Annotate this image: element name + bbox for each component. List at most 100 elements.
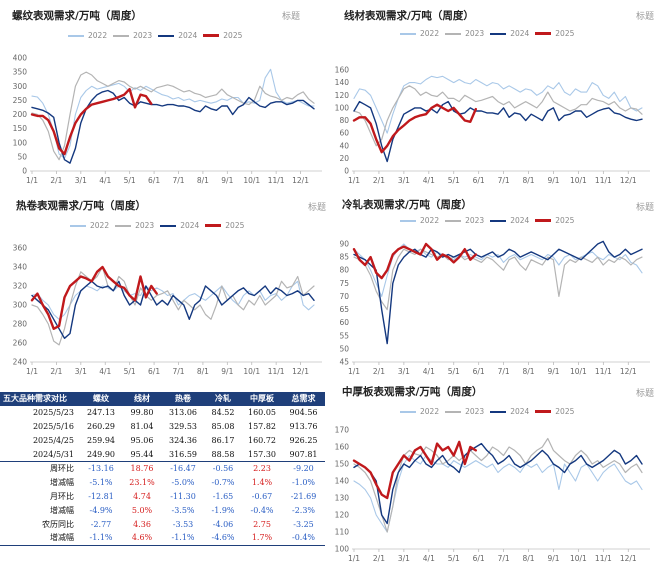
y-tick-label: 170 — [335, 426, 350, 435]
y-tick-label: 0 — [344, 167, 349, 176]
y-tick-label: 80 — [339, 116, 349, 125]
x-tick-label: 9/1 — [547, 554, 559, 563]
table-cell: -16.47 — [162, 460, 204, 476]
y-tick-label: 300 — [13, 301, 28, 310]
legend-label: 2023 — [465, 216, 485, 225]
table-cell: -2.77 — [90, 519, 112, 529]
x-tick-label: 9/1 — [221, 367, 233, 376]
x-tick-label: 10/1 — [570, 554, 587, 563]
table-row: 2024/5/31 249.90 95.44 316.59 88.58 157.30 907… — [0, 447, 325, 461]
table-cell: -0.4% — [282, 530, 325, 546]
table-cell: -4.9% — [89, 505, 113, 515]
x-tick-label: 1/1 — [26, 176, 38, 185]
hrc-chart-panel: 热卷表观需求/万吨（周度） 标题 2022 2023 2024 2025 240 260… — [0, 192, 330, 384]
x-tick-label: 3/1 — [75, 176, 87, 185]
legend-item-2024: 2024 — [490, 216, 529, 225]
table-cell: -0.4% — [250, 505, 274, 515]
series-line-2025 — [352, 103, 477, 154]
y-tick-label: 160 — [335, 66, 350, 75]
legend-label: 2025 — [223, 31, 243, 40]
legend-item-2025: 2025 — [535, 29, 574, 38]
x-tick-label: 7/1 — [498, 176, 510, 185]
series-line-2024 — [31, 280, 315, 339]
y-tick-label: 400 — [13, 54, 28, 63]
table-row: 增减幅 -1.1% 4.6% -1.1% -4.6% 1.7% -0.4% — [0, 530, 325, 546]
table-cell: 907.81 — [289, 449, 318, 459]
series-line-2025 — [352, 242, 477, 280]
table-row: 月环比 -12.81 4.74 -11.30 -1.65 -0.67 -21.69 — [0, 490, 325, 504]
legend-label: 2023 — [135, 221, 155, 230]
legend-swatch — [535, 219, 552, 222]
series-line-2022 — [353, 75, 643, 134]
chart-watermark: 标题 — [636, 389, 655, 399]
chart-watermark: 标题 — [282, 12, 301, 22]
table-cell: 249.90 — [87, 449, 115, 459]
legend-swatch — [68, 34, 84, 37]
table-cell: 160.72 — [248, 435, 276, 445]
rebar-chart: 0 50 100 150 200 250 300 350 400 1/1 2/1 3/1 4/1 5/1 6… — [13, 54, 322, 185]
y-tick-label: 100 — [335, 545, 350, 554]
x-tick-label: 10/1 — [243, 176, 260, 185]
legend-item-2025: 2025 — [535, 407, 574, 416]
legend-item-2024: 2024 — [160, 221, 199, 230]
wire-chart: 0 20 40 60 80 100 120 140 160 1/1 2/1 3/1 4/1 5/1 6/1 7… — [335, 66, 650, 185]
table-row: 周环比 -13.16 18.76 -16.47 -0.56 2.23 -9.20 — [0, 460, 325, 476]
x-tick-label: 3/1 — [75, 367, 87, 376]
legend-item-2023: 2023 — [115, 221, 154, 230]
legend-item-2025: 2025 — [205, 221, 244, 230]
x-tick-label: 6/1 — [473, 367, 485, 376]
y-tick-label: 150 — [13, 124, 28, 133]
legend-item-2025: 2025 — [535, 216, 574, 225]
legend-swatch — [445, 219, 462, 222]
chart-legend: 2022 2023 2024 2025 — [400, 407, 574, 416]
x-tick-label: 11/1 — [268, 367, 285, 376]
chart-legend: 2022 2023 2024 2025 — [400, 29, 574, 38]
table-cell: 1.4% — [251, 478, 273, 488]
y-tick-label: 140 — [335, 477, 350, 486]
legend-label: 2022 — [420, 407, 440, 416]
y-tick-label: 200 — [13, 110, 28, 119]
column-header: 热卷 — [162, 392, 204, 406]
table-cell: 313.06 — [169, 408, 197, 418]
row-label: 月环比 — [50, 491, 74, 501]
table-cell: -4.06 — [212, 519, 234, 529]
y-tick-label: 45 — [339, 358, 349, 367]
legend-swatch — [490, 32, 507, 35]
y-tick-label: 280 — [13, 320, 28, 329]
table-title-cell: 五大品种需求对比 — [0, 392, 80, 406]
table-cell: -1.65 — [212, 491, 234, 501]
table-row: 增减幅 -5.1% 23.1% -5.0% -0.7% 1.4% -1.0% — [0, 476, 325, 490]
legend-swatch — [160, 224, 177, 227]
legend-label: 2024 — [180, 221, 200, 230]
legend-item-2024: 2024 — [490, 29, 529, 38]
table-cell: 86.17 — [211, 435, 235, 445]
table-cell: 157.30 — [248, 449, 276, 459]
table-row: 2025/5/16 260.29 81.04 329.53 85.08 157.82 913… — [0, 420, 325, 434]
y-tick-label: 55 — [339, 331, 349, 340]
legend-swatch — [490, 410, 507, 413]
y-tick-label: 300 — [13, 82, 28, 91]
y-tick-label: 320 — [13, 282, 28, 291]
legend-label: 2024 — [510, 29, 530, 38]
chart-watermark: 标题 — [308, 203, 327, 213]
plate-chart-panel: 中厚板表观需求/万吨（周度） 标题 2022 2023 2024 2025 100 11… — [330, 384, 660, 571]
table-cell: -0.56 — [204, 460, 242, 476]
x-tick-label: 11/1 — [268, 176, 285, 185]
x-tick-label: 12/1 — [620, 554, 637, 563]
legend-label: 2022 — [88, 31, 108, 40]
legend-label: 2025 — [555, 407, 575, 416]
table-cell: -1.9% — [211, 505, 235, 515]
legend-label: 2023 — [133, 31, 153, 40]
table-cell: 329.53 — [169, 421, 197, 431]
legend-label: 2025 — [225, 221, 245, 230]
x-tick-label: 2/1 — [50, 367, 62, 376]
row-label: 2025/5/16 — [32, 421, 74, 431]
y-tick-label: 70 — [339, 292, 349, 301]
series-line-2024 — [353, 100, 643, 163]
legend-swatch — [400, 410, 416, 413]
table-cell: 85.08 — [211, 421, 235, 431]
y-tick-label: 20 — [339, 154, 349, 163]
series-line-2023 — [31, 266, 315, 346]
chart-watermark: 标题 — [636, 12, 655, 22]
table-cell: 5.0% — [131, 505, 153, 515]
